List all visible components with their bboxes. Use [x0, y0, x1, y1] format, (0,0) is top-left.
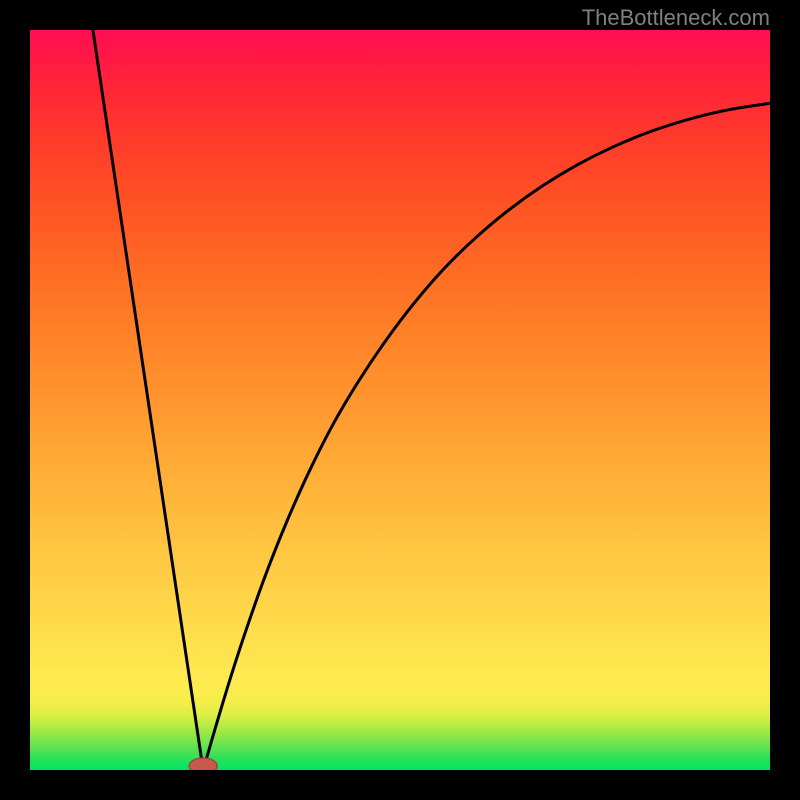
chart-frame: TheBottleneck.com: [0, 0, 800, 800]
plot-area: [30, 30, 770, 770]
minimum-marker: [189, 758, 217, 770]
watermark-text: TheBottleneck.com: [582, 5, 770, 31]
curve-layer: [30, 30, 770, 770]
bottleneck-curve: [93, 30, 770, 770]
